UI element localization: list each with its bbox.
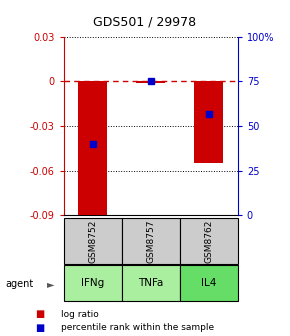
Text: agent: agent bbox=[6, 279, 34, 289]
Bar bbox=[64, 218, 122, 264]
Text: GSM8752: GSM8752 bbox=[88, 219, 97, 263]
Bar bbox=[78, 81, 107, 218]
Text: GDS501 / 29978: GDS501 / 29978 bbox=[93, 15, 197, 28]
Text: IL4: IL4 bbox=[201, 278, 217, 288]
Bar bbox=[180, 218, 238, 264]
Text: ■: ■ bbox=[35, 323, 44, 333]
Text: percentile rank within the sample: percentile rank within the sample bbox=[61, 323, 214, 332]
Bar bbox=[136, 81, 165, 83]
Text: GSM8762: GSM8762 bbox=[204, 219, 213, 263]
Text: IFNg: IFNg bbox=[81, 278, 104, 288]
Text: TNFa: TNFa bbox=[138, 278, 164, 288]
Text: ►: ► bbox=[47, 279, 55, 289]
Text: GSM8757: GSM8757 bbox=[146, 219, 155, 263]
Bar bbox=[180, 265, 238, 301]
Bar bbox=[64, 265, 122, 301]
Text: log ratio: log ratio bbox=[61, 310, 99, 319]
Text: ■: ■ bbox=[35, 309, 44, 319]
Bar bbox=[194, 81, 223, 163]
Bar bbox=[122, 218, 180, 264]
Bar bbox=[122, 265, 180, 301]
